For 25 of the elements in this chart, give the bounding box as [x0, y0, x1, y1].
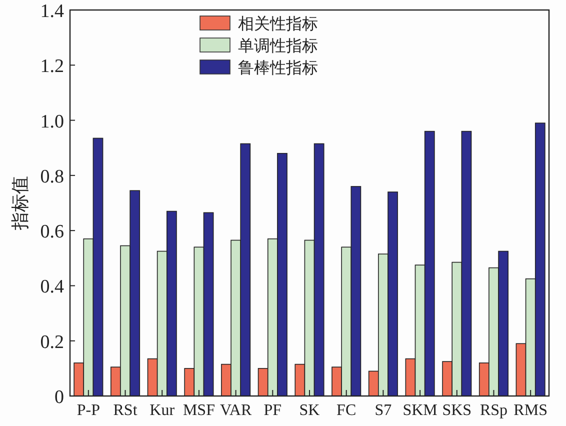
- y-tick-label: 0.6: [40, 222, 64, 243]
- x-tick-label: SKS: [442, 402, 472, 419]
- x-tick-label: PF: [264, 402, 282, 419]
- legend-label: 相关性指标: [238, 15, 318, 33]
- y-tick-label: 0.8: [40, 166, 64, 188]
- x-tick-label: SK: [299, 402, 320, 419]
- x-tick-label: P-P: [76, 402, 100, 419]
- x-tick-label: RSt: [113, 402, 138, 419]
- x-tick-label: S7: [374, 402, 392, 419]
- x-tick-label: SKM: [402, 402, 438, 419]
- y-tick-label: 0.4: [40, 276, 64, 298]
- y-tick-label: 1.4: [40, 1, 64, 22]
- y-tick-label: 1.0: [40, 111, 64, 132]
- x-tick-label: MSF: [182, 402, 216, 419]
- x-tick-label: FC: [336, 402, 356, 419]
- x-tick-label: RMS: [514, 402, 548, 419]
- x-tick-label: VAR: [220, 402, 252, 419]
- x-tick-label: RSp: [480, 402, 508, 419]
- y-tick-label: 1.2: [40, 56, 64, 78]
- y-tick-label: 0: [54, 387, 64, 408]
- legend-label: 单调性指标: [238, 37, 318, 55]
- legend-label: 鲁棒性指标: [238, 59, 318, 77]
- x-tick-label: Kur: [150, 402, 176, 419]
- y-tick-label: 0.2: [40, 332, 64, 353]
- y-axis-title: 指标值: [10, 176, 30, 231]
